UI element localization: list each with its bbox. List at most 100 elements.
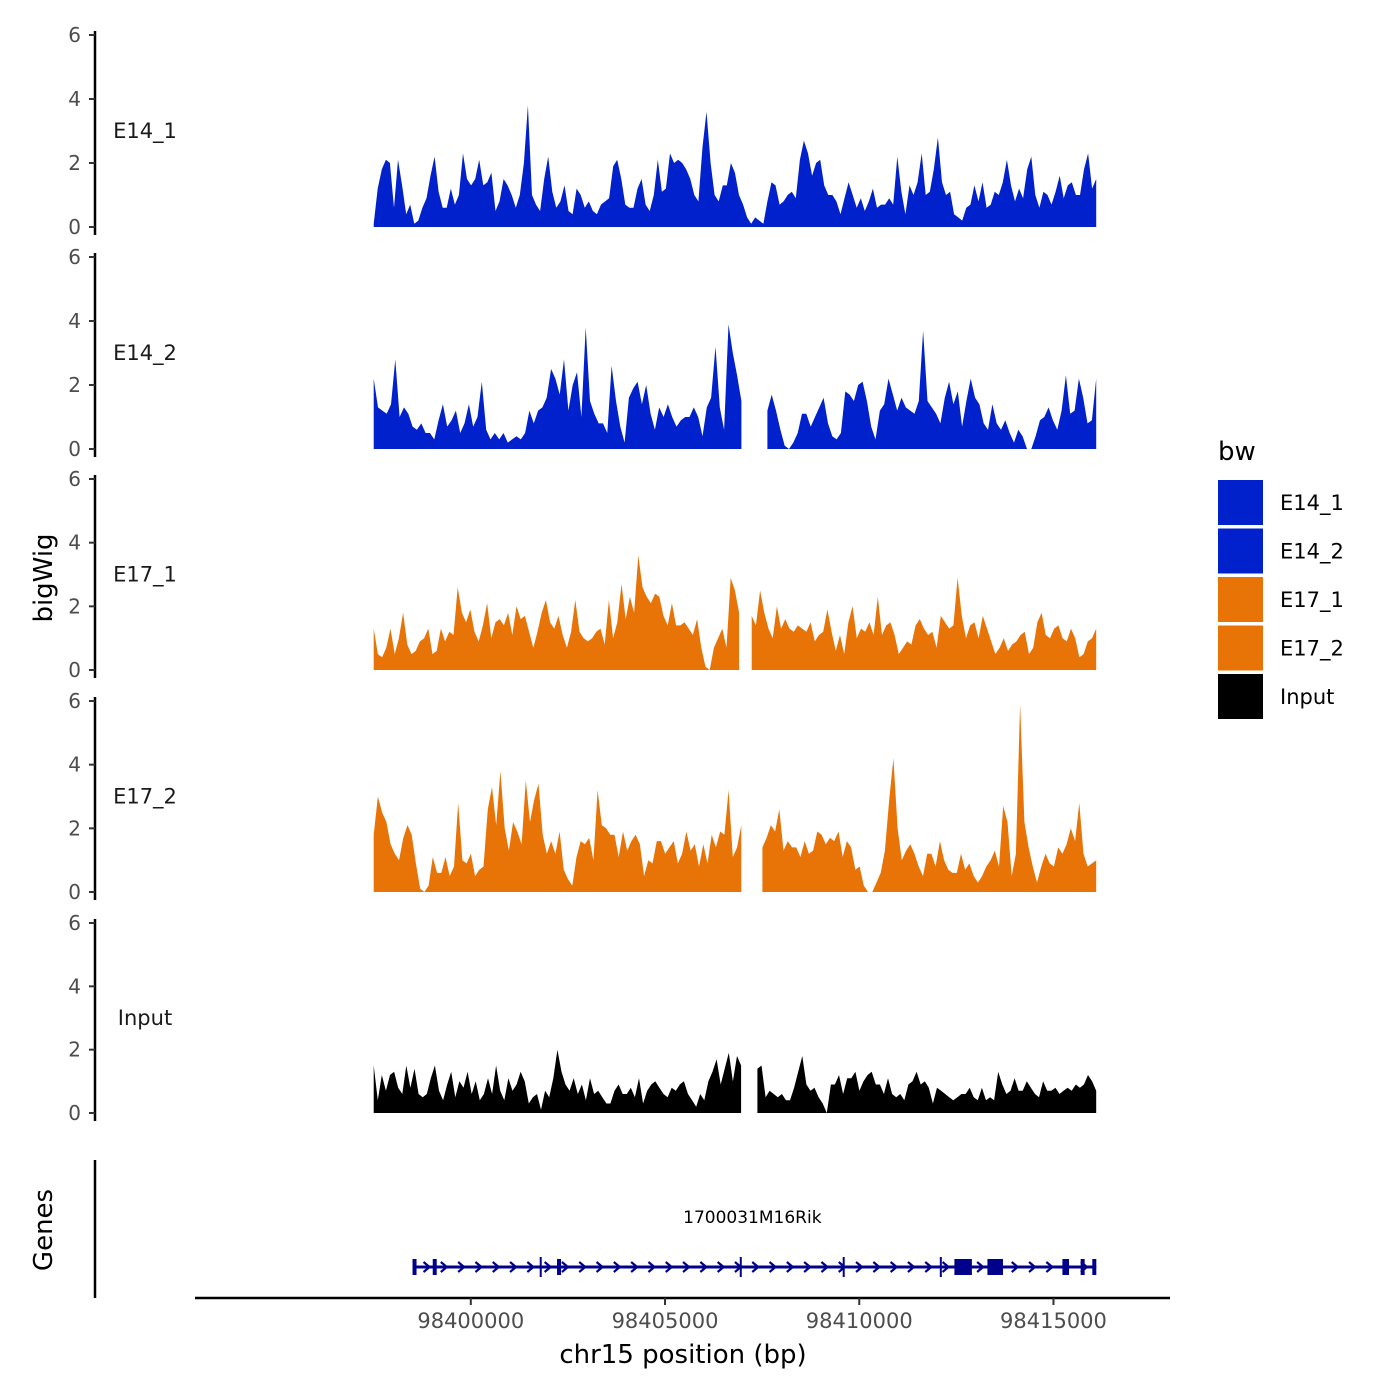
strand-arrow [924,1261,933,1273]
y-tick-label: 6 [68,23,81,47]
signal-area [751,577,1097,670]
strand-arrow [907,1261,916,1273]
track-label: E14_2 [113,341,177,366]
x-axis: 98400000 98405000 98410000 98415000 [195,1296,1170,1333]
y-tick-label: 4 [68,531,81,555]
legend-swatch-e14_2 [1218,528,1263,574]
x-tick-label: 98400000 [417,1309,524,1333]
track-e14_2: 0 2 4 6 E14_2 [68,245,1097,461]
y-tick-label: 4 [68,87,81,111]
gene-panel: 1700031M16Rik [93,1160,1097,1298]
signal-area [373,1049,742,1113]
strand-arrow [1011,1261,1020,1273]
strand-arrow [630,1261,639,1273]
y-tick-label: 2 [68,151,81,175]
exon-block [1092,1259,1097,1275]
strand-arrow [682,1261,691,1273]
legend-swatch-e14_1 [1218,480,1263,525]
strand-arrow [803,1261,812,1273]
signal-area [373,324,742,449]
strand-arrow [613,1261,622,1273]
legend-swatch-input [1218,674,1263,719]
y-tick-label: 2 [68,816,81,840]
strand-arrow [699,1261,709,1273]
y-tick-label: 6 [68,245,81,269]
strand-arrow [855,1261,864,1273]
legend-label: Input [1280,685,1334,709]
strand-arrow [751,1261,760,1273]
strand-arrow [561,1261,570,1273]
y-axis-title: bigWig [29,533,59,622]
strand-arrow [526,1261,536,1273]
strand-arrow [440,1261,449,1273]
exon-block [1080,1259,1085,1275]
track-input: 0 2 4 6 Input [68,911,1097,1125]
exon-block [954,1259,972,1275]
strand-arrow [647,1261,657,1273]
x-tick-label: 98405000 [612,1309,719,1333]
y-tick-label: 4 [68,309,81,333]
strand-arrow [941,1261,951,1273]
x-tick-label: 98415000 [1000,1309,1107,1333]
strand-arrow [889,1261,899,1273]
exon-block [987,1259,1003,1275]
track-label: Input [118,1006,172,1030]
signal-area [767,330,1097,449]
signal-area [762,704,1097,892]
track-label: E17_2 [113,785,177,810]
strand-arrow [492,1261,501,1273]
signal-area [373,555,740,670]
strand-arrow [578,1261,587,1273]
gene-name-label: 1700031M16Rik [683,1208,822,1228]
track-label: E17_1 [113,563,177,588]
strand-arrow [474,1261,484,1273]
y-tick-label: 6 [68,467,81,491]
strand-arrow [1028,1261,1037,1273]
y-tick-label: 6 [68,911,81,935]
legend-swatch-e17_2 [1218,625,1263,671]
x-tick-label: 98410000 [806,1309,913,1333]
strand-arrow [457,1261,466,1273]
y-tick-label: 2 [68,594,81,618]
strand-arrow [543,1261,553,1273]
y-tick-label: 0 [68,880,81,904]
y-tick-label: 2 [68,373,81,397]
strand-arrow [665,1261,674,1273]
signal-area [373,105,1097,227]
legend-label: E14_1 [1280,491,1344,516]
track-label: E14_1 [113,119,177,144]
track-e17_1: 0 2 4 6 E17_1 [68,467,1097,682]
strand-arrow [1045,1261,1055,1273]
signal-tracks: 0 2 4 6 E14_1 0 2 4 6 E14_2 0 2 4 6 E17_1 0 2 4 6 E17_2 0 2 4 6… [68,23,1097,1125]
exon-block [432,1259,437,1275]
strand-arrow [976,1261,985,1273]
strand-arrow [786,1261,795,1273]
strand-arrow [820,1261,830,1273]
legend-label: E14_2 [1280,540,1344,565]
signal-area [373,771,742,892]
strand-arrow [422,1261,432,1273]
track-e17_2: 0 2 4 6 E17_2 [68,689,1097,904]
strand-arrow [768,1261,778,1273]
y-tick-label: 0 [68,215,81,239]
y-tick-label: 0 [68,1101,81,1125]
gene-panel-title: Genes [29,1189,59,1271]
strand-arrow [838,1261,847,1273]
signal-area [757,1056,1097,1113]
y-tick-label: 4 [68,753,81,777]
y-tick-label: 2 [68,1038,81,1062]
strand-arrow [716,1261,726,1273]
legend-label: E17_1 [1280,588,1344,613]
y-tick-label: 0 [68,658,81,682]
legend-title: bw [1218,437,1256,467]
y-tick-label: 6 [68,689,81,713]
exon-block [412,1259,417,1275]
strand-arrow [595,1261,605,1273]
strand-arrow [872,1261,882,1273]
y-tick-label: 4 [68,974,81,998]
y-tick-label: 0 [68,437,81,461]
exon-block [1062,1259,1070,1275]
legend-label: E17_2 [1280,637,1344,662]
x-axis-title: chr15 position (bp) [559,1340,806,1370]
